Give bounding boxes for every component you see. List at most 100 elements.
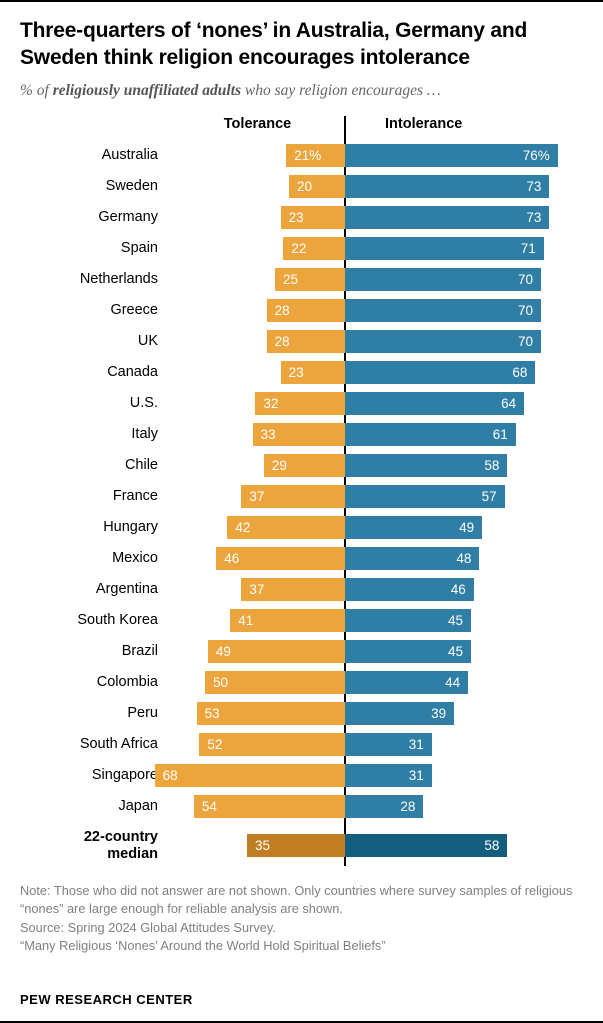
- intolerance-bar-zone: 48: [345, 546, 583, 570]
- country-label: Canada: [107, 363, 158, 380]
- tolerance-bar-zone: 37: [170, 577, 345, 601]
- country-label: South Africa: [79, 735, 158, 752]
- tolerance-value: 28: [274, 333, 290, 349]
- intolerance-bar: 48: [345, 546, 480, 570]
- source-text: Source: Spring 2024 Global Attitudes Sur…: [20, 919, 276, 935]
- intolerance-value: 31: [408, 736, 424, 752]
- intolerance-bar-zone: 44: [345, 670, 583, 694]
- country-label: Argentina: [95, 580, 158, 597]
- tolerance-value: 23: [288, 209, 304, 225]
- tolerance-value: 42: [235, 519, 251, 535]
- tolerance-bar: 21%: [286, 143, 345, 167]
- intolerance-bar: 76%: [345, 143, 558, 167]
- tolerance-value: 21%: [294, 147, 322, 163]
- table-row: Colombia 50 44: [20, 667, 583, 698]
- page-title: Three-quarters of ‘nones’ in Australia, …: [20, 19, 528, 69]
- tolerance-value: 20: [297, 178, 313, 194]
- tolerance-value: 28: [274, 302, 290, 318]
- intolerance-value: 46: [450, 581, 466, 597]
- tolerance-bar-zone: 29: [170, 453, 345, 477]
- tolerance-value: 37: [249, 488, 265, 504]
- intolerance-bar-zone: 31: [345, 763, 583, 787]
- country-label: UK: [137, 332, 158, 349]
- tolerance-bar-zone: 53: [170, 701, 345, 725]
- tolerance-bar-zone: 68: [154, 763, 345, 787]
- intolerance-bar-zone: 70: [345, 267, 583, 291]
- table-row: Mexico 46 48: [20, 543, 583, 574]
- tolerance-bar: 37: [241, 577, 345, 601]
- table-row: Australia 21% 76%: [20, 140, 583, 171]
- country-label: Hungary: [103, 518, 158, 535]
- table-row: Chile 29 58: [20, 450, 583, 481]
- intolerance-value: 70: [517, 302, 533, 318]
- table-row: Germany 23 73: [20, 202, 583, 233]
- intolerance-bar: 73: [345, 205, 550, 229]
- table-row: South Africa 52 31: [20, 729, 583, 760]
- tolerance-bar: 22: [283, 236, 345, 260]
- tolerance-bar: 42: [227, 515, 345, 539]
- tolerance-bar-zone: 41: [170, 608, 345, 632]
- tolerance-bar: 28: [266, 329, 345, 353]
- intolerance-bar: 45: [345, 608, 471, 632]
- tolerance-bar: 50: [205, 670, 345, 694]
- tolerance-bar-zone: 35: [170, 834, 345, 858]
- intolerance-value: 70: [517, 333, 533, 349]
- tolerance-bar: 53: [196, 701, 345, 725]
- intolerance-bar-zone: 45: [345, 639, 583, 663]
- tolerance-bar-zone: 49: [170, 639, 345, 663]
- tolerance-value: 41: [238, 612, 254, 628]
- country-label: Greece: [110, 301, 158, 318]
- intolerance-value: 48: [456, 550, 472, 566]
- intolerance-bar: 39: [345, 701, 455, 725]
- country-label: Mexico: [112, 549, 158, 566]
- intolerance-column-header: Intolerance: [385, 115, 463, 132]
- tolerance-bar: 54: [193, 794, 345, 818]
- intolerance-bar: 44: [345, 670, 469, 694]
- table-row: South Korea 41 45: [20, 605, 583, 636]
- table-row: Greece 28 70: [20, 295, 583, 326]
- tolerance-bar: 25: [275, 267, 345, 291]
- table-row: Spain 22 71: [20, 233, 583, 264]
- tolerance-value: 53: [204, 705, 220, 721]
- intolerance-bar: 57: [345, 484, 505, 508]
- tolerance-bar: 23: [280, 360, 345, 384]
- intolerance-value: 73: [526, 209, 542, 225]
- tolerance-value: 68: [162, 767, 178, 783]
- tolerance-value: 33: [260, 426, 276, 442]
- intolerance-bar: 49: [345, 515, 483, 539]
- tolerance-value: 32: [263, 395, 279, 411]
- table-row: Brazil 49 45: [20, 636, 583, 667]
- intolerance-bar: 31: [345, 732, 432, 756]
- intolerance-bar-zone: 70: [345, 298, 583, 322]
- tolerance-bar: 23: [280, 205, 345, 229]
- intolerance-bar: 45: [345, 639, 471, 663]
- tolerance-bar: 46: [216, 546, 345, 570]
- tolerance-bar: 20: [289, 174, 345, 198]
- country-label: France: [112, 487, 158, 504]
- country-label: South Korea: [77, 611, 158, 628]
- tolerance-bar-zone: 22: [170, 236, 345, 260]
- intolerance-bar: 71: [345, 236, 544, 260]
- intolerance-bar: 68: [345, 360, 536, 384]
- intolerance-value: 64: [501, 395, 517, 411]
- intolerance-bar-zone: 31: [345, 732, 583, 756]
- intolerance-bar-zone: 76%: [345, 143, 583, 167]
- tolerance-bar-zone: 25: [170, 267, 345, 291]
- tolerance-value: 49: [215, 643, 231, 659]
- tolerance-bar-zone: 33: [170, 422, 345, 446]
- tolerance-value: 46: [224, 550, 240, 566]
- intolerance-value: 58: [484, 457, 500, 473]
- tolerance-value: 35: [255, 838, 271, 854]
- country-label: U.S.: [129, 394, 158, 411]
- country-label: Chile: [124, 456, 158, 473]
- tolerance-value: 29: [271, 457, 287, 473]
- country-label: Australia: [101, 146, 158, 163]
- tolerance-value: 50: [213, 674, 229, 690]
- intolerance-value: 73: [526, 178, 542, 194]
- intolerance-bar: 61: [345, 422, 516, 446]
- table-row: Sweden 20 73: [20, 171, 583, 202]
- intolerance-value: 45: [447, 612, 463, 628]
- table-row: Japan 54 28: [20, 791, 583, 822]
- intolerance-value: 45: [447, 643, 463, 659]
- country-label: 22-country median: [83, 829, 158, 862]
